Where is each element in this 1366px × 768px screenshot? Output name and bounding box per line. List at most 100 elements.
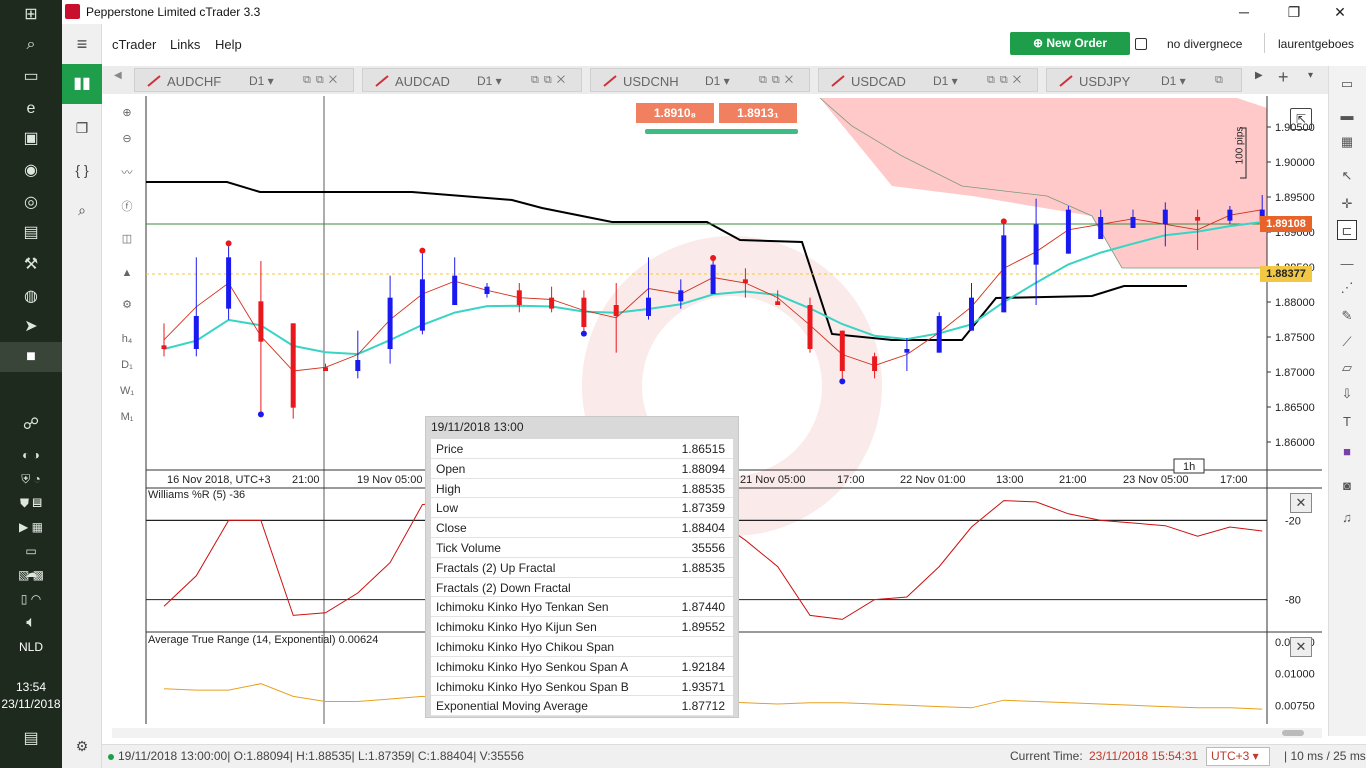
tabs-menu-chevron-icon[interactable]: ▾ (1308, 70, 1314, 81)
tabs-left-arrow-icon[interactable]: ◀ (114, 70, 122, 81)
tray-icons-2[interactable]: ⛨ ◔ (21, 472, 41, 486)
workspace-checkbox[interactable] (1135, 38, 1147, 50)
app-icon[interactable]: ◎ (24, 194, 38, 211)
sell-quote-button[interactable]: 1.8910₈ (636, 103, 714, 123)
clock-date[interactable]: 23/11/2018 (1, 697, 61, 711)
tab-timeframe[interactable]: D1 ▾ (477, 74, 502, 88)
tab-controls-icon[interactable]: ⧉⧉✕ (531, 74, 571, 86)
battery-wifi-icon[interactable]: ▯ ◠ (20, 592, 42, 606)
user-name[interactable]: laurentgeboes (1278, 37, 1355, 51)
tray-icons-5[interactable]: ▭ ☁ (25, 544, 37, 580)
people-icon[interactable]: ☍ (22, 416, 40, 433)
settings-chart-icon[interactable]: ⚙ (122, 299, 132, 311)
pencil-icon[interactable]: ✎ (1341, 308, 1353, 323)
tray-icons[interactable]: ◐ ◑ (22, 448, 40, 462)
timeframe-m-button[interactable]: M₁ (120, 411, 134, 423)
arrow-down-icon[interactable]: ⇩ (1341, 386, 1353, 401)
hamburger-menu-icon[interactable]: ≡ (76, 34, 88, 54)
cursor-icon[interactable]: ↖ (1341, 168, 1353, 183)
zoom-in-icon[interactable]: ⊕ (122, 107, 132, 119)
store-icon[interactable]: ▣ (23, 130, 39, 147)
tab-audchf[interactable]: AUDCHF D1 ▾ ⧉⧉✕ (134, 68, 354, 92)
trend-line-icon[interactable]: ⟋ (1342, 334, 1352, 349)
tab-timeframe[interactable]: D1 ▾ (705, 74, 730, 88)
volume-icon[interactable]: 🔈︎ (26, 614, 36, 631)
buy-quote-button[interactable]: 1.8913₁ (719, 103, 797, 123)
settings-gear-icon[interactable]: ⚙ (75, 738, 89, 754)
tab-timeframe[interactable]: D1 ▾ (933, 74, 958, 88)
tray-icons-6[interactable]: ▧ ▩ (18, 568, 45, 582)
candle-body (775, 301, 781, 305)
tab-timeframe[interactable]: D1 ▾ (1161, 74, 1186, 88)
tab-controls-icon[interactable]: ⧉⧉✕ (303, 74, 343, 86)
tool-icon[interactable]: ⚒ (23, 256, 39, 273)
notification-icon[interactable]: ▤ (23, 730, 39, 747)
chart-svg[interactable]: 1.905001.900001.895001.890001.885001.880… (112, 96, 1322, 724)
popout-icon[interactable]: ⇱ (1290, 108, 1312, 130)
menu-links[interactable]: Links (170, 37, 201, 52)
indicators-icon[interactable]: 〰 (121, 167, 133, 179)
network-app-icon[interactable]: ▤ (23, 224, 39, 241)
close-button[interactable]: ✕ (1334, 4, 1346, 20)
measure-icon[interactable]: ⊏ (1337, 220, 1357, 240)
robot-icon[interactable]: ◫ (121, 233, 133, 245)
maximize-button[interactable]: ❐ (1287, 4, 1301, 20)
tabs-right-arrow-icon[interactable]: ▶ (1255, 70, 1263, 81)
tab-usdcnh[interactable]: USDCNH D1 ▾ ⧉⧉✕ (590, 68, 810, 92)
copy-icon[interactable]: ❐ (75, 120, 89, 136)
close-williams-pane-button[interactable]: ✕ (1290, 493, 1312, 513)
tab-timeframe[interactable]: D1 ▾ (249, 74, 274, 88)
tab-symbol: USDCAD (851, 74, 906, 89)
timeframe-d-button[interactable]: D₁ (121, 359, 133, 371)
timeframe-h-button[interactable]: h₄ (121, 333, 133, 345)
rectangle-icon[interactable]: ▱ (1342, 360, 1352, 375)
close-atr-pane-button[interactable]: ✕ (1290, 637, 1312, 657)
tab-controls-icon[interactable]: ⧉ (1215, 74, 1228, 86)
tab-controls-icon[interactable]: ⧉⧉✕ (987, 74, 1027, 86)
clock-time[interactable]: 13:54 (15, 680, 47, 694)
new-order-button[interactable]: ⊕ New Order (1010, 32, 1130, 55)
layout-grid-icon[interactable]: ▦ (1340, 134, 1354, 149)
search-icon[interactable]: ⌕ (26, 36, 36, 53)
timezone-select[interactable]: UTC+3 ▾ (1206, 747, 1270, 766)
layout-single-icon[interactable]: ▭ (1340, 76, 1354, 91)
chart-scrollbar[interactable] (112, 728, 1322, 738)
tab-controls-icon[interactable]: ⧉⧉✕ (759, 74, 799, 86)
chrome-icon[interactable]: ◍ (24, 288, 38, 305)
zoom-out-icon[interactable]: ⊖ (122, 133, 132, 145)
fibonacci-icon[interactable]: ⋰ (1340, 280, 1354, 295)
camera-icon[interactable]: ◙ (1343, 478, 1351, 493)
text-icon[interactable]: T (1343, 414, 1351, 429)
language-indicator[interactable]: NLD (18, 640, 43, 654)
drawing-pen-icon (375, 75, 389, 87)
tray-icons-3[interactable]: ⛊ ▤ (20, 496, 42, 510)
add-tab-plus-icon[interactable]: + (1278, 67, 1289, 87)
workspace-name[interactable]: no divergnece (1167, 37, 1243, 51)
color-swatch-icon[interactable]: ■ (1343, 444, 1351, 459)
minimize-button[interactable]: ─ (1239, 4, 1249, 20)
timeframe-w-button[interactable]: W₁ (119, 385, 135, 397)
analyze-icon[interactable]: ⌕ (78, 202, 86, 218)
media-icon[interactable]: ◉ (24, 162, 38, 179)
hat-icon[interactable]: ▲ (121, 267, 133, 279)
menu-ctrader[interactable]: cTrader (112, 37, 157, 52)
facebook-icon[interactable]: ⓕ (121, 201, 133, 213)
windows-start-icon[interactable]: ⊞ (24, 6, 38, 23)
tab-audcad[interactable]: AUDCAD D1 ▾ ⧉⧉✕ (362, 68, 582, 92)
automate-braces-icon[interactable]: { } (75, 162, 89, 178)
scrollbar-thumb[interactable] (1282, 730, 1304, 736)
telegram-icon[interactable]: ➤ (24, 318, 38, 335)
bell-icon[interactable]: ♫ (1342, 510, 1352, 525)
crosshair-icon[interactable]: ✛ (1341, 196, 1353, 211)
ctrader-taskbar-icon[interactable]: ■ (26, 348, 36, 365)
tooltip-row: Ichimoku Kinko Hyo Chikou Span (431, 637, 733, 657)
tray-icons-4[interactable]: ▶ ▦ (19, 520, 43, 534)
horizontal-line-icon[interactable]: — (1340, 256, 1354, 271)
file-explorer-icon[interactable]: ▭ (23, 68, 39, 85)
tab-usdcad[interactable]: USDCAD D1 ▾ ⧉⧉✕ (818, 68, 1038, 92)
trade-workspace-icon[interactable]: ▮▮ (62, 64, 102, 104)
edge-icon[interactable]: e (26, 100, 36, 117)
layout-filled-icon[interactable]: ▬ (1340, 108, 1354, 123)
tab-usdjpy[interactable]: USDJPY D1 ▾ ⧉ (1046, 68, 1242, 92)
menu-help[interactable]: Help (215, 37, 242, 52)
